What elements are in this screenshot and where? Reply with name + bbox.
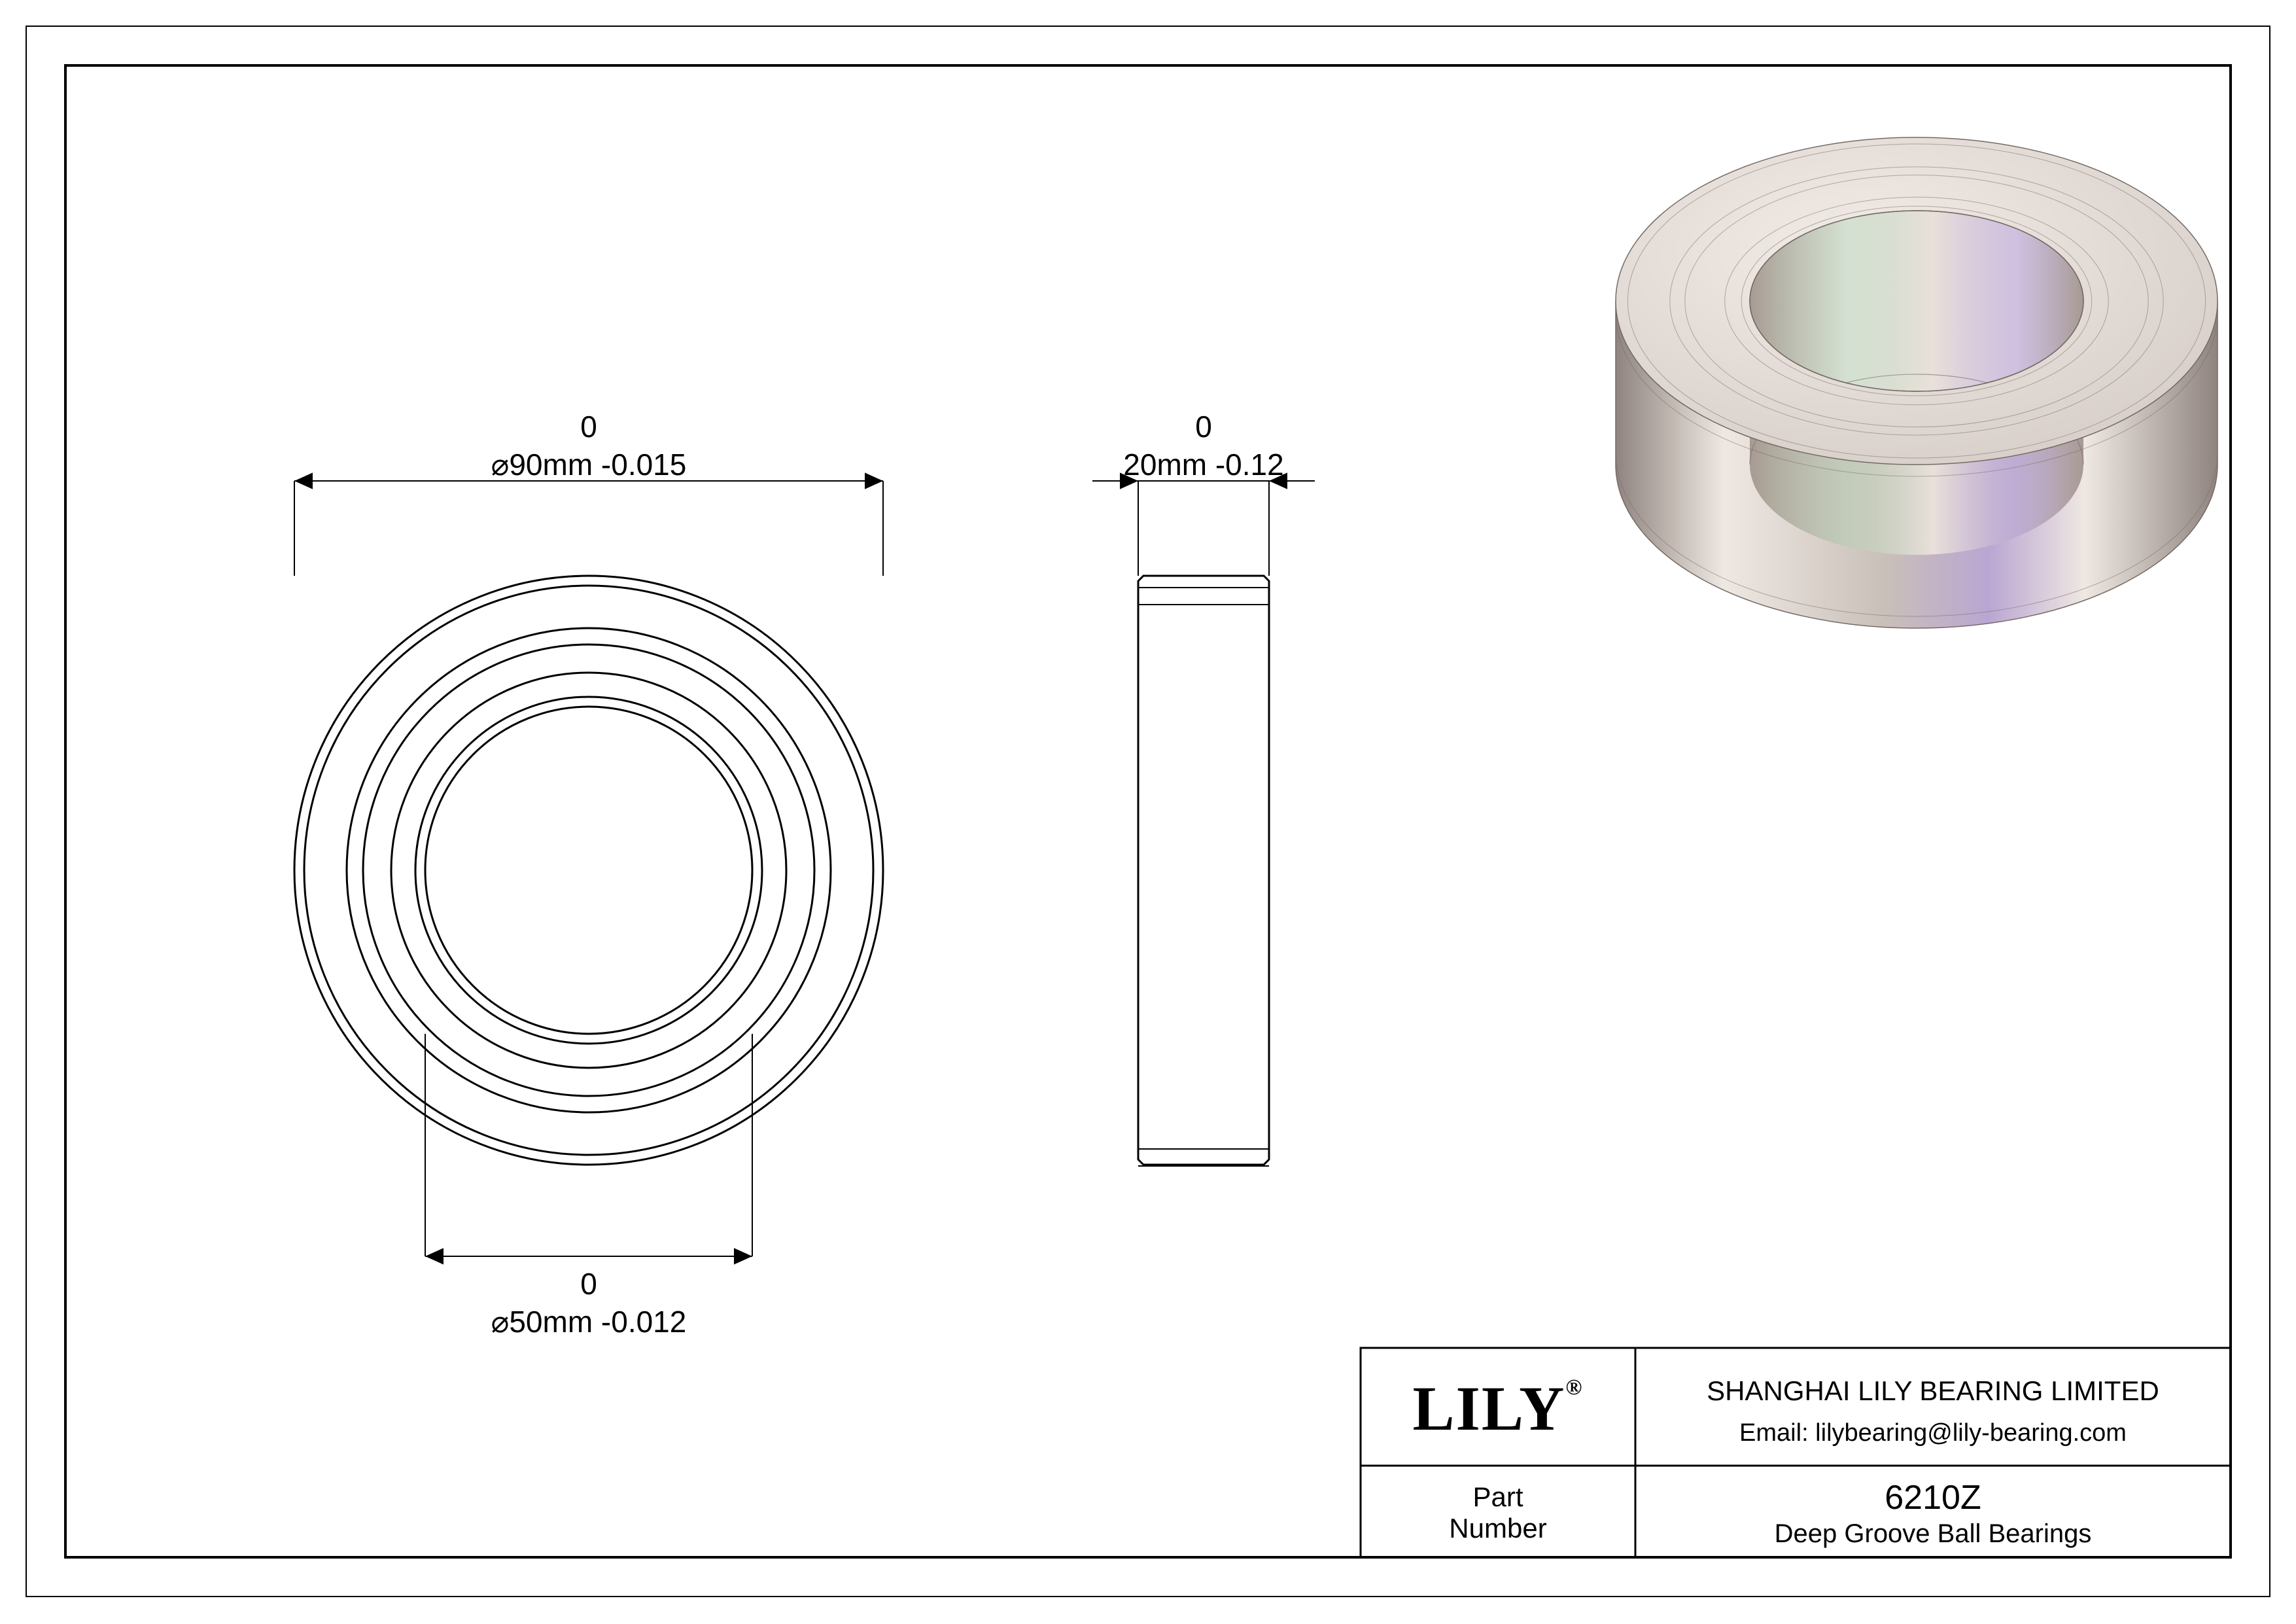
dimension-width bbox=[1092, 472, 1315, 576]
side-view bbox=[1138, 576, 1269, 1166]
part-number-value: 6210Z bbox=[1475, 1478, 2296, 1517]
dim-inner-tol-upper: 0 bbox=[327, 1266, 850, 1301]
front-view bbox=[294, 576, 883, 1165]
dimension-outer-diameter bbox=[294, 472, 883, 576]
company-name: SHANGHAI LILY BEARING LIMITED bbox=[1475, 1375, 2296, 1407]
dim-width-tol-upper: 0 bbox=[942, 409, 1465, 444]
company-email: Email: lilybearing@lily-bearing.com bbox=[1475, 1419, 2296, 1447]
dim-inner-main: ⌀50mm -0.012 bbox=[327, 1304, 850, 1339]
part-description: Deep Groove Ball Bearings bbox=[1475, 1519, 2296, 1549]
isometric-render bbox=[1616, 137, 2218, 628]
dim-width-main: 20mm -0.12 bbox=[942, 447, 1465, 482]
dim-outer-tol-upper: 0 bbox=[327, 409, 850, 444]
dim-outer-main: ⌀90mm -0.015 bbox=[327, 447, 850, 482]
